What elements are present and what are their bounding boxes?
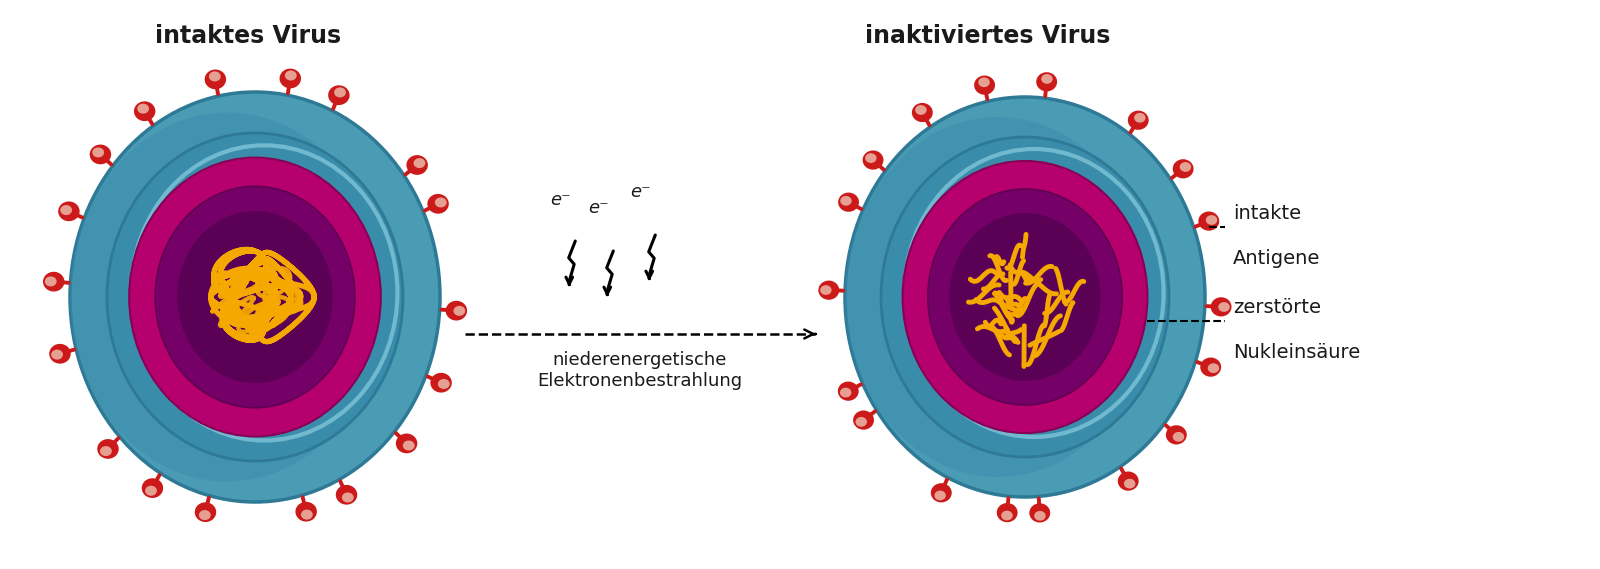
Ellipse shape [1029,504,1050,522]
Ellipse shape [51,349,62,360]
Ellipse shape [838,382,859,401]
Ellipse shape [70,113,384,481]
Ellipse shape [395,434,418,453]
Ellipse shape [928,189,1122,405]
Ellipse shape [155,186,355,408]
Ellipse shape [902,161,1147,433]
Ellipse shape [840,196,851,205]
Ellipse shape [107,133,403,461]
Text: Nukleinsäure: Nukleinsäure [1234,343,1360,362]
Text: Antigene: Antigene [1234,249,1320,268]
Ellipse shape [853,410,874,430]
Ellipse shape [978,77,990,87]
Ellipse shape [98,439,118,459]
Ellipse shape [845,97,1205,497]
Ellipse shape [949,213,1101,381]
Ellipse shape [134,101,155,121]
Ellipse shape [301,510,312,519]
Ellipse shape [70,92,440,502]
Ellipse shape [974,76,995,95]
Text: intaktes Virus: intaktes Virus [155,24,341,48]
Text: e⁻: e⁻ [550,191,570,209]
Ellipse shape [285,71,296,81]
Ellipse shape [205,69,226,89]
Ellipse shape [296,502,317,522]
Ellipse shape [1218,302,1230,312]
Ellipse shape [406,155,427,175]
Ellipse shape [99,446,112,456]
Text: intakte: intakte [1234,204,1301,223]
Ellipse shape [146,486,157,496]
Ellipse shape [1173,159,1194,179]
Ellipse shape [334,88,346,97]
Ellipse shape [1134,113,1146,123]
Ellipse shape [90,145,110,164]
Ellipse shape [342,493,354,502]
Ellipse shape [934,490,946,500]
Ellipse shape [862,150,883,170]
Ellipse shape [931,483,952,502]
Ellipse shape [997,503,1018,522]
Ellipse shape [446,301,467,320]
Ellipse shape [413,158,426,168]
Ellipse shape [198,510,211,520]
Ellipse shape [142,478,163,498]
Ellipse shape [1208,363,1219,373]
Ellipse shape [840,387,851,397]
Ellipse shape [93,147,104,158]
Ellipse shape [427,194,450,214]
Ellipse shape [138,104,149,114]
Text: e⁻: e⁻ [630,183,650,201]
Ellipse shape [1042,74,1053,84]
Ellipse shape [1123,479,1136,489]
Ellipse shape [130,158,381,436]
Ellipse shape [1037,72,1058,92]
Ellipse shape [1179,162,1190,172]
Ellipse shape [1200,357,1221,377]
Ellipse shape [1173,432,1184,442]
Text: inaktiviertes Virus: inaktiviertes Virus [866,24,1110,48]
Text: niederenergetische
Elektronenbestrahlung: niederenergetische Elektronenbestrahlung [538,351,742,390]
Ellipse shape [1198,212,1219,230]
Ellipse shape [866,153,877,163]
Ellipse shape [1206,215,1218,225]
Ellipse shape [453,306,466,316]
Ellipse shape [50,344,70,364]
Ellipse shape [438,379,450,389]
Ellipse shape [915,105,926,115]
Ellipse shape [58,201,80,221]
Ellipse shape [856,417,867,427]
Ellipse shape [210,71,221,81]
Text: e⁻: e⁻ [587,199,608,217]
Ellipse shape [1166,425,1187,444]
Ellipse shape [821,285,832,295]
Ellipse shape [43,272,64,291]
Ellipse shape [1128,110,1149,130]
Ellipse shape [45,277,56,286]
Ellipse shape [403,440,414,451]
Ellipse shape [818,281,840,300]
Ellipse shape [1034,511,1046,521]
Ellipse shape [1211,297,1232,316]
Ellipse shape [838,192,859,212]
Ellipse shape [435,197,446,208]
Ellipse shape [280,69,301,88]
Ellipse shape [912,103,933,122]
Ellipse shape [1118,472,1139,490]
Ellipse shape [882,137,1170,457]
Ellipse shape [430,373,451,393]
Ellipse shape [195,502,216,522]
Ellipse shape [328,85,349,105]
Ellipse shape [845,117,1150,477]
Ellipse shape [178,211,333,383]
Text: zerstörte: zerstörte [1234,298,1322,317]
Ellipse shape [336,485,357,505]
Ellipse shape [61,205,72,215]
Ellipse shape [1002,510,1013,521]
